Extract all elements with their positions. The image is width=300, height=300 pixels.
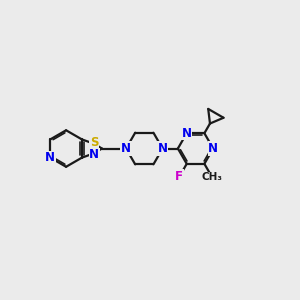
- Text: N: N: [208, 142, 218, 155]
- Text: N: N: [89, 148, 99, 161]
- Text: N: N: [182, 127, 192, 140]
- Text: N: N: [121, 142, 131, 155]
- Text: CH₃: CH₃: [202, 172, 223, 182]
- Text: N: N: [45, 151, 55, 164]
- Text: F: F: [176, 170, 183, 183]
- Text: S: S: [90, 136, 98, 149]
- Text: N: N: [158, 142, 168, 155]
